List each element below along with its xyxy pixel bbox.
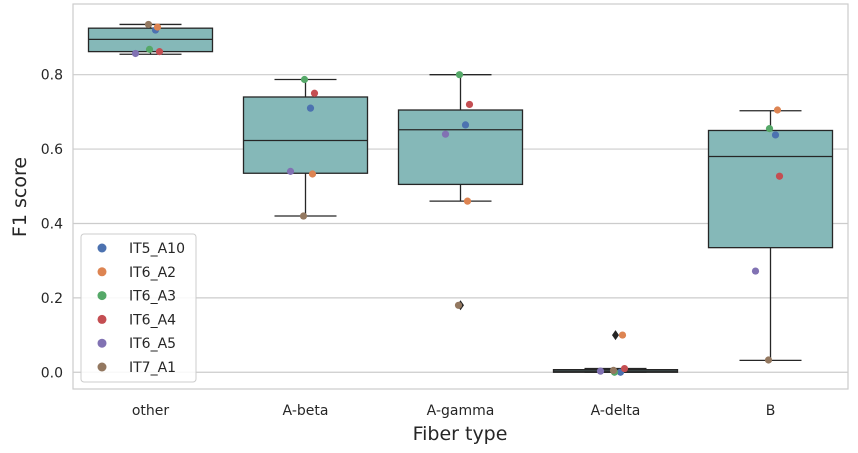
data-point — [299, 212, 308, 220]
legend-entry: IT6_A4 — [97, 312, 176, 328]
iqr-box — [397, 109, 524, 186]
legend-frame — [80, 233, 197, 383]
legend-marker — [97, 243, 107, 253]
legend-label: IT6_A3 — [129, 289, 176, 305]
data-point — [620, 364, 629, 373]
data-point — [144, 20, 153, 29]
data-point — [609, 366, 618, 375]
legend-entry: IT7_A1 — [97, 360, 176, 376]
data-point — [618, 331, 627, 339]
data-point — [455, 71, 464, 79]
x-tick-label: A-gamma — [427, 403, 495, 419]
data-point — [773, 106, 782, 114]
data-point — [775, 172, 784, 180]
data-point — [155, 48, 164, 56]
legend-label: IT5_A10 — [129, 241, 185, 257]
data-point — [310, 89, 319, 97]
x-tick-label: A-beta — [283, 403, 329, 419]
data-point — [751, 267, 760, 275]
data-point — [306, 104, 315, 112]
data-point — [153, 23, 162, 31]
data-point — [771, 131, 780, 139]
data-point — [286, 167, 295, 175]
iqr-box — [707, 129, 834, 249]
y-tick-label: 0.2 — [41, 291, 63, 307]
data-point — [463, 197, 472, 205]
y-tick-label: 0.6 — [41, 142, 63, 158]
legend-marker — [97, 291, 107, 301]
legend-label: IT6_A2 — [129, 265, 176, 281]
box-B — [707, 110, 834, 362]
legend-label: IT6_A4 — [129, 312, 176, 328]
legend-entry: IT5_A10 — [97, 241, 185, 257]
x-tick-label: B — [766, 403, 776, 419]
data-point — [764, 356, 773, 364]
legend-marker — [97, 362, 107, 372]
data-point — [596, 367, 605, 375]
legend-label: IT7_A1 — [129, 360, 176, 376]
legend-entry: IT6_A2 — [97, 265, 176, 281]
x-tick-labels: other A-beta A-gamma A-delta B — [132, 403, 775, 419]
data-point — [441, 130, 450, 138]
data-point — [465, 100, 474, 109]
legend-entry: IT6_A3 — [97, 289, 176, 305]
x-axis-label: Fiber type — [413, 423, 508, 445]
data-point — [765, 125, 774, 133]
y-tick-labels: 0.0 0.2 0.4 0.6 0.8 — [41, 68, 63, 382]
box-other — [87, 23, 214, 55]
box-A-beta — [242, 78, 369, 217]
data-point — [300, 75, 309, 84]
data-point — [461, 121, 470, 129]
data-points — [131, 20, 784, 376]
y-axis-label: F1 score — [9, 157, 31, 237]
y-tick-label: 0.4 — [41, 216, 63, 232]
outlier-marker — [612, 330, 619, 341]
legend-marker — [97, 314, 107, 324]
data-point — [131, 49, 140, 58]
x-tick-label: A-delta — [591, 403, 641, 419]
data-point — [308, 170, 317, 178]
y-tick-label: 0.0 — [41, 365, 63, 381]
data-point — [145, 45, 154, 53]
legend-marker — [97, 267, 107, 277]
y-tick-label: 0.8 — [41, 68, 63, 84]
box-A-gamma — [397, 74, 524, 311]
data-point — [454, 301, 463, 309]
legend: IT5_A10 IT6_A2 IT6_A3 IT6_A4 IT6_A5 IT7_A1 — [80, 233, 197, 383]
legend-marker — [97, 338, 107, 348]
legend-label: IT6_A5 — [129, 336, 176, 352]
x-tick-label: other — [132, 403, 170, 419]
iqr-box — [242, 96, 369, 174]
legend-entry: IT6_A5 — [97, 336, 176, 352]
